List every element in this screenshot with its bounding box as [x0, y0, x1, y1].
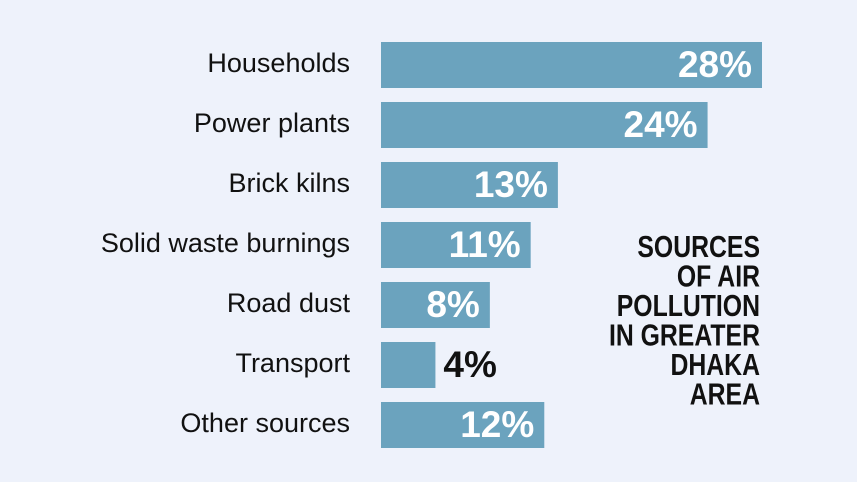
value-label: 8% [426, 284, 479, 325]
value-label: 11% [449, 224, 521, 265]
value-label: 4% [443, 344, 496, 385]
bar [381, 102, 708, 148]
bar [381, 402, 545, 448]
value-label: 28% [678, 44, 752, 85]
title-line: OF AIR [677, 259, 760, 293]
value-label: 13% [474, 164, 548, 205]
bar [381, 42, 762, 88]
category-label: Other sources [180, 408, 350, 438]
category-label: Transport [235, 348, 350, 378]
bar [381, 342, 436, 388]
bar [381, 222, 531, 268]
title-line: SOURCES [637, 230, 760, 264]
bar [381, 282, 490, 328]
value-label: 24% [624, 104, 698, 145]
title-line: DHAKA [670, 348, 760, 382]
title-line: AREA [690, 377, 760, 411]
category-label: Road dust [227, 288, 351, 318]
value-label: 12% [460, 404, 534, 445]
category-label: Households [207, 48, 350, 78]
title-line: POLLUTION [617, 289, 760, 323]
category-label: Brick kilns [228, 168, 350, 198]
bar [381, 162, 558, 208]
category-label: Power plants [194, 108, 350, 138]
category-label: Solid waste burnings [101, 228, 350, 258]
title-line: IN GREATER [609, 318, 760, 352]
